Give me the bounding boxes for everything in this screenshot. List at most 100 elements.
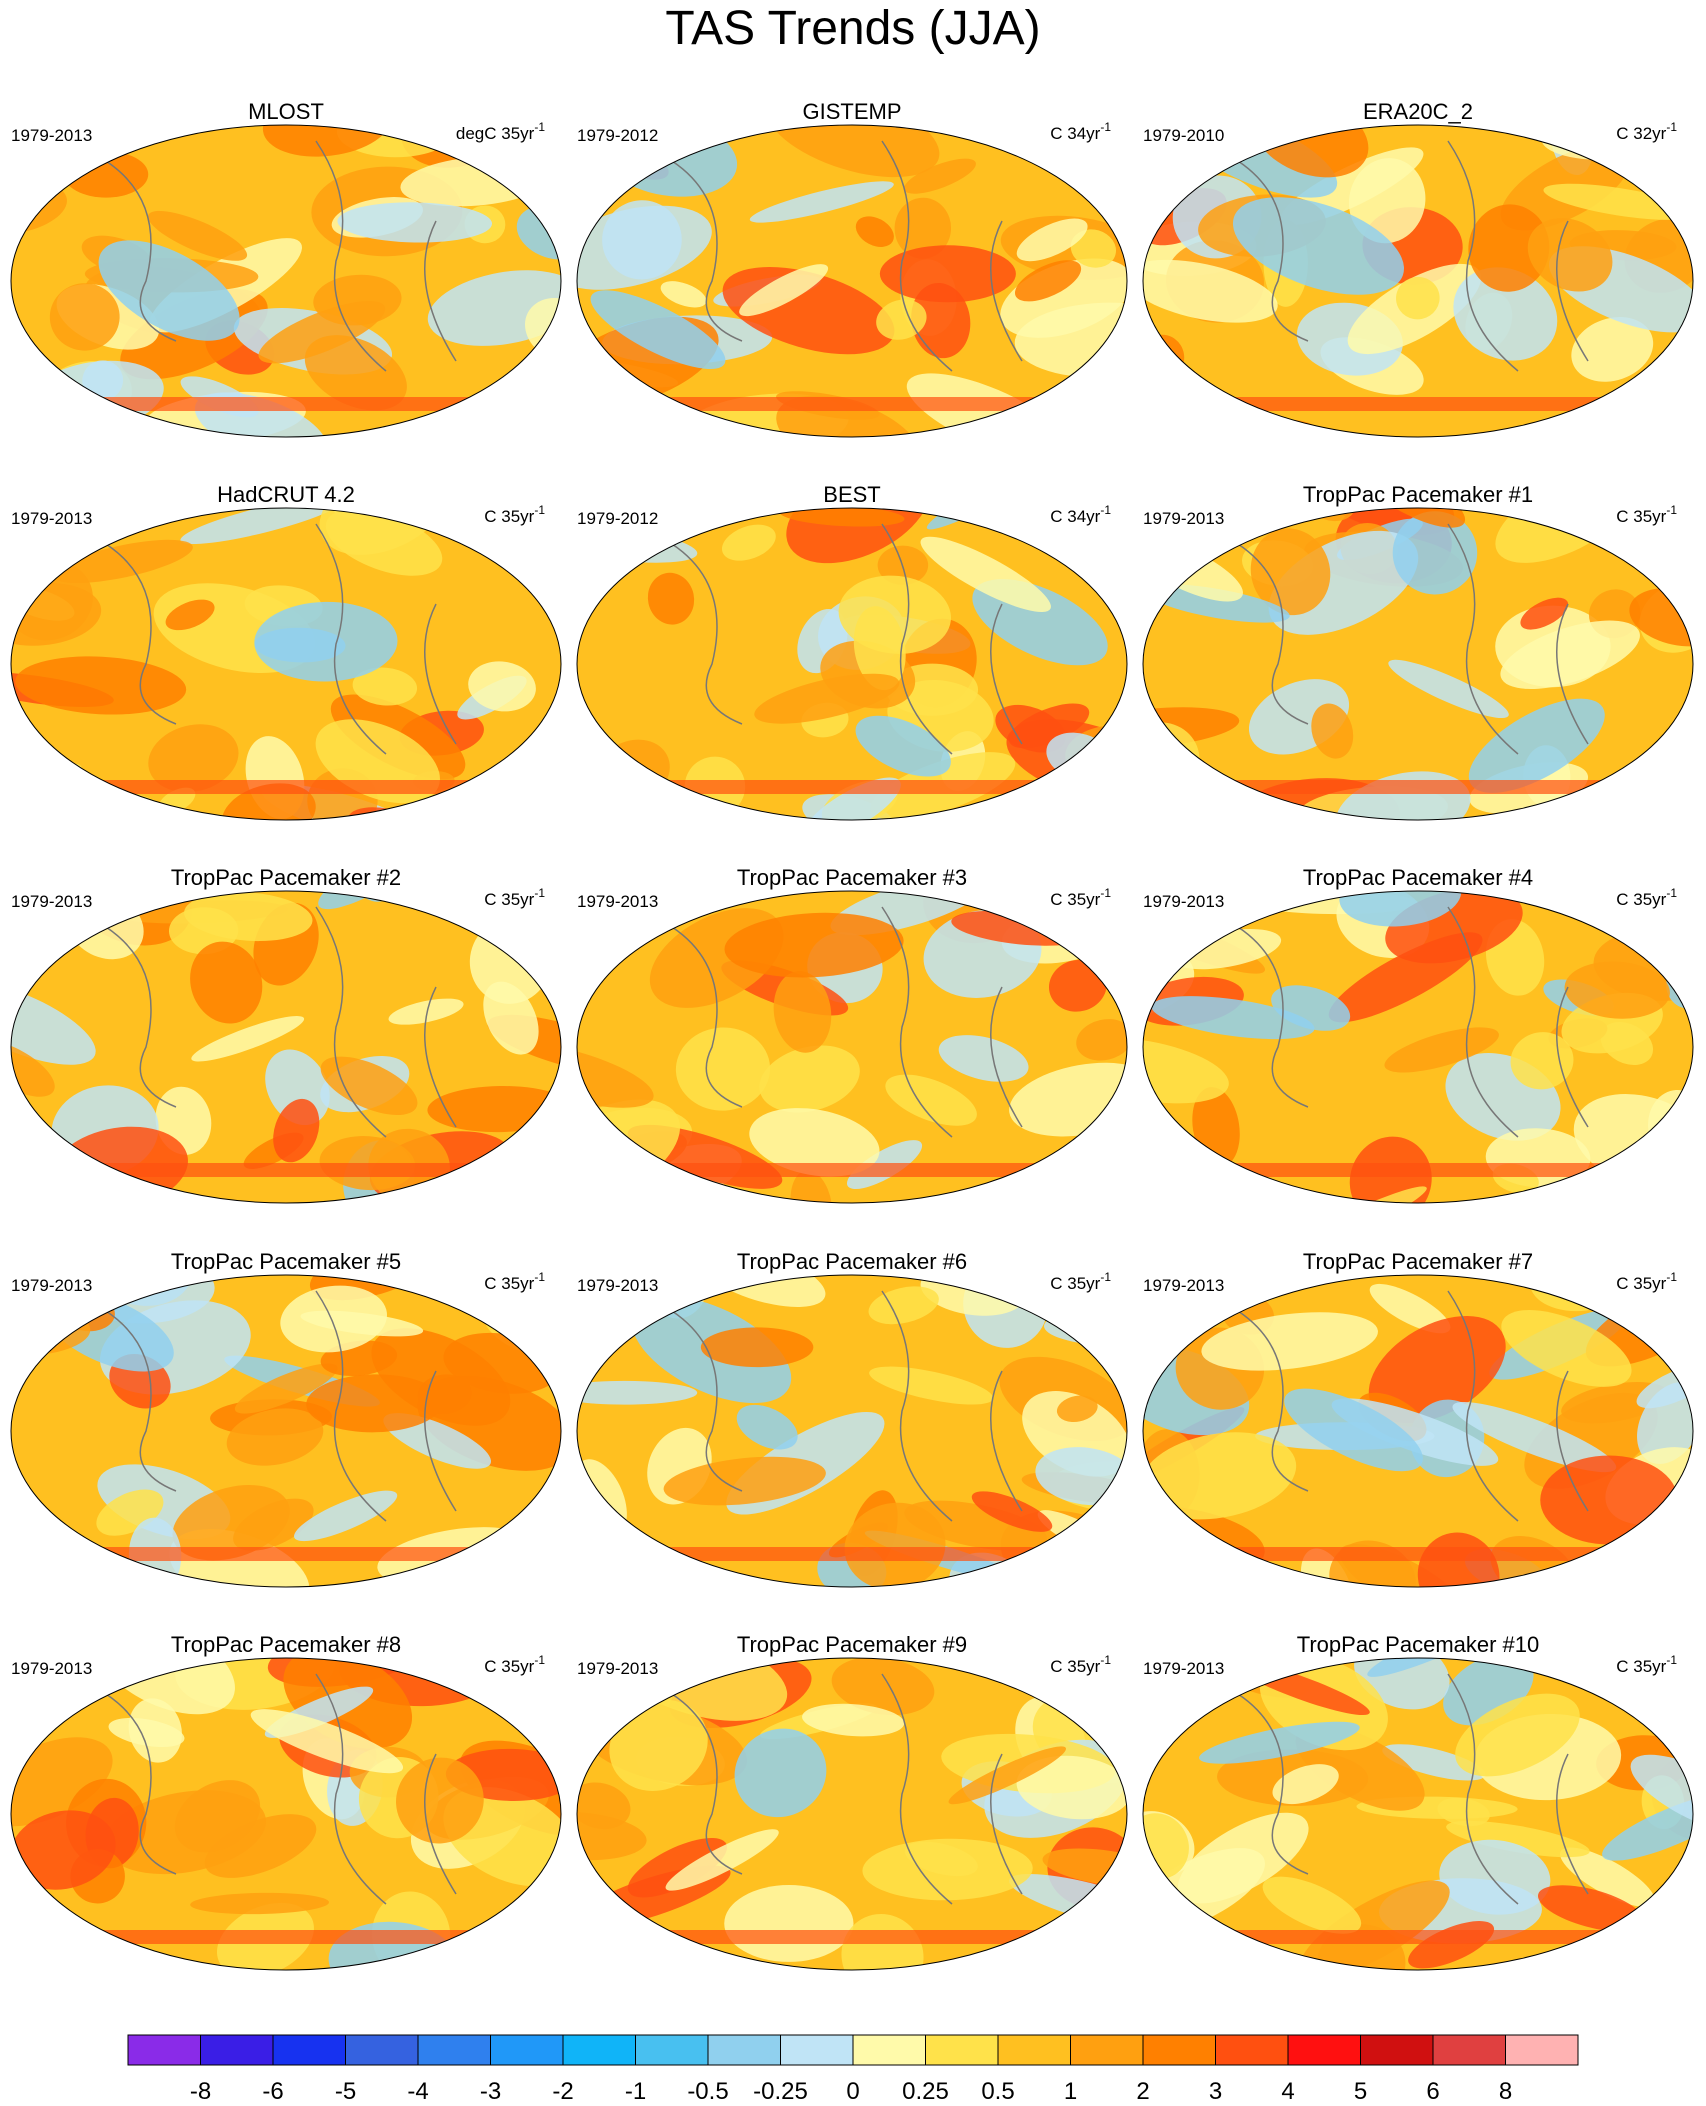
map-anomaly (148, 724, 239, 793)
map-anomaly (903, 158, 976, 194)
map-anomaly (766, 125, 940, 178)
coastline (1237, 140, 1589, 372)
map-anomaly (254, 601, 398, 682)
colorbar-label: -4 (407, 2078, 428, 2105)
map-anomaly (1144, 584, 1290, 623)
map-anomaly (396, 1757, 484, 1844)
map-anomaly (1501, 1310, 1632, 1387)
colorbar-label: -5 (335, 2078, 356, 2105)
map-outline (576, 124, 1128, 438)
map-anomaly (660, 281, 707, 308)
panel-period: 1979-2013 (11, 892, 92, 911)
coastline (1237, 906, 1589, 1138)
colorbar-label: -2 (552, 2078, 573, 2105)
units-text: C 35yr (1616, 507, 1666, 526)
map-anomaly (587, 1175, 715, 1278)
map-anomaly (1543, 183, 1693, 220)
map-anomaly (1014, 260, 1082, 302)
units-superscript: -1 (534, 503, 545, 517)
map-panel: TropPac Pacemaker #2 1979-2013 C 35yr-1 (10, 865, 562, 1204)
map-anomaly (1143, 1432, 1297, 1520)
units-text: C 34yr (1050, 124, 1100, 143)
map-anomaly (1311, 703, 1354, 759)
panel-title: TropPac Pacemaker #7 (1303, 1249, 1533, 1274)
map-outline (576, 1274, 1128, 1588)
map-panel: TropPac Pacemaker #1 1979-2013 C 35yr-1 (1142, 482, 1694, 821)
map-anomaly (1557, 1194, 1693, 1203)
map-anomaly (855, 216, 894, 247)
panel-period: 1979-2013 (577, 892, 658, 911)
map-anomaly (1272, 1764, 1339, 1805)
map-anomaly (1143, 417, 1277, 437)
colorbar-box (780, 2035, 853, 2065)
panel-period: 1979-2013 (11, 126, 92, 145)
map-anomaly (1636, 1364, 1693, 1409)
map-field (1143, 125, 1693, 437)
map-anomaly (306, 1374, 443, 1433)
map-anomaly (49, 283, 120, 351)
units-text: C 32yr (1616, 124, 1666, 143)
map-anomaly (1250, 528, 1331, 616)
map-anomaly (700, 1327, 814, 1368)
map-anomaly (1369, 1283, 1451, 1334)
southern-band (11, 1163, 561, 1177)
panel-units: C 35yr-1 (484, 886, 545, 909)
map-anomaly (190, 941, 263, 1024)
coastline (671, 906, 1023, 1138)
colorbar-box (273, 2035, 346, 2065)
map-anomaly (1028, 1973, 1074, 2015)
map-outline (576, 890, 1128, 1204)
colorbar-label: -8 (190, 2078, 211, 2105)
colorbar-label: -6 (262, 2078, 283, 2105)
map-outline (1142, 124, 1694, 438)
map-panel: HadCRUT 4.2 1979-2013 C 35yr-1 (10, 482, 562, 821)
map-anomaly (11, 798, 113, 820)
map-outline (576, 1657, 1128, 1971)
map-anomaly (663, 1456, 826, 1506)
map-anomaly (1143, 802, 1282, 820)
map-anomaly (1339, 891, 1462, 927)
map-field (11, 1275, 561, 1587)
map-anomaly (773, 971, 832, 1053)
map-anomaly (577, 1811, 647, 1861)
map-anomaly (250, 1709, 404, 1774)
map-anomaly (1554, 1951, 1642, 1970)
panel-period: 1979-2013 (1143, 892, 1224, 911)
colorbar-box (490, 2035, 563, 2065)
coastline (105, 140, 457, 372)
panel-units: degC 35yr-1 (456, 120, 545, 143)
map-anomaly (609, 1699, 708, 1792)
map-anomaly (885, 1074, 977, 1126)
coastline (1237, 1290, 1589, 1522)
colorbar-box (418, 2035, 491, 2065)
map-anomaly (108, 1717, 185, 1748)
panel-title: TropPac Pacemaker #2 (171, 865, 401, 890)
map-anomaly (379, 891, 449, 904)
southern-band (1143, 397, 1693, 411)
map-anomaly (1468, 204, 1550, 292)
panel-title: TropPac Pacemaker #3 (737, 865, 967, 890)
map-anomaly (1019, 787, 1127, 820)
map-anomaly (320, 1056, 418, 1115)
map-anomaly (904, 1841, 978, 1877)
colorbar-label: -3 (480, 2078, 501, 2105)
panel-title: TropPac Pacemaker #9 (737, 1632, 967, 1657)
map-anomaly (1271, 985, 1351, 1031)
map-panel: BEST 1979-2012 C 34yr-1 (576, 482, 1128, 821)
map-anomaly (759, 1045, 860, 1113)
map-anomaly (1328, 932, 1483, 1023)
map-anomaly (869, 1366, 994, 1405)
units-superscript: -1 (1100, 120, 1111, 134)
map-anomaly (184, 892, 313, 942)
southern-band (577, 1547, 1127, 1561)
map-anomaly (147, 210, 248, 261)
units-superscript: -1 (1666, 503, 1677, 517)
units-text: C 35yr (1616, 890, 1666, 909)
map-anomaly (721, 524, 776, 561)
units-text: C 35yr (1050, 1274, 1100, 1293)
map-anomaly (165, 599, 215, 631)
map-anomaly (1452, 1401, 1617, 1473)
units-text: C 35yr (484, 507, 534, 526)
units-superscript: -1 (1100, 1270, 1111, 1284)
southern-band (1143, 1930, 1693, 1944)
